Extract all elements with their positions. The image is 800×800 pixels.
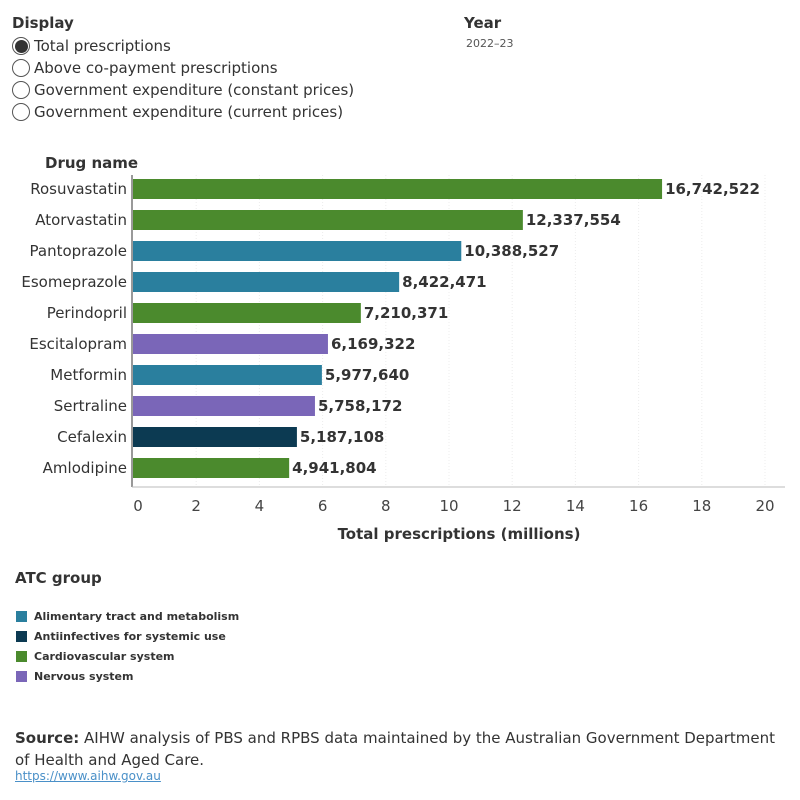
display-title: Display xyxy=(12,14,74,32)
data-label: 8,422,471 xyxy=(402,273,486,291)
bar-chart: Drug name Rosuvastatin 16,742,522 Atorvasta… xyxy=(21,154,785,543)
legend-label: Antiinfectives for systemic use xyxy=(34,629,226,643)
source-text: AIHW analysis of PBS and RPBS data maint… xyxy=(15,729,775,769)
radio-label: Above co-payment prescriptions xyxy=(34,59,278,77)
radio-label: Government expenditure (constant prices) xyxy=(34,81,355,99)
y-axis-header: Drug name xyxy=(45,154,138,172)
category-label: Rosuvastatin xyxy=(30,180,127,198)
bar[interactable] xyxy=(133,365,322,385)
legend-item-cardiovascular[interactable]: Cardiovascular system xyxy=(16,646,239,666)
legend-item-antiinfectives[interactable]: Antiinfectives for systemic use xyxy=(16,626,239,646)
category-label: Metformin xyxy=(50,366,127,384)
bar[interactable] xyxy=(133,427,297,447)
category-label: Perindopril xyxy=(47,304,127,322)
radio-above-co-payment[interactable]: Above co-payment prescriptions xyxy=(12,57,354,79)
x-tick-label: 16 xyxy=(629,497,648,515)
x-tick-label: 12 xyxy=(503,497,522,515)
source-link[interactable]: https://www.aihw.gov.au xyxy=(15,769,161,783)
source-label: Source: xyxy=(15,729,80,747)
legend: Alimentary tract and metabolism Antiinfe… xyxy=(16,606,239,686)
data-label: 5,758,172 xyxy=(318,397,402,415)
legend-swatch xyxy=(16,650,27,662)
data-label: 6,169,322 xyxy=(331,335,415,353)
radio-circle-icon xyxy=(12,37,30,55)
radio-gov-expenditure-current[interactable]: Government expenditure (current prices) xyxy=(12,101,354,123)
data-label: 4,941,804 xyxy=(292,459,376,477)
x-tick-label: 20 xyxy=(755,497,774,515)
x-tick-label: 2 xyxy=(191,497,201,515)
data-label: 10,388,527 xyxy=(464,242,559,260)
x-tick-label: 0 xyxy=(133,497,143,515)
year-value: 2022–23 xyxy=(466,37,514,50)
category-label: Atorvastatin xyxy=(35,211,127,229)
legend-swatch xyxy=(16,670,27,682)
legend-swatch xyxy=(16,630,27,642)
radio-circle-icon xyxy=(12,59,30,77)
legend-label: Nervous system xyxy=(34,669,134,683)
category-label: Esomeprazole xyxy=(21,273,127,291)
data-label: 5,977,640 xyxy=(325,366,409,384)
bar[interactable] xyxy=(133,272,400,292)
data-label: 5,187,108 xyxy=(300,428,384,446)
legend-item-nervous[interactable]: Nervous system xyxy=(16,666,239,686)
x-tick-label: 4 xyxy=(255,497,265,515)
source-note: Source: AIHW analysis of PBS and RPBS da… xyxy=(15,727,790,771)
category-label: Escitalopram xyxy=(29,335,127,353)
legend-swatch xyxy=(16,610,27,622)
bar[interactable] xyxy=(133,334,328,354)
bar[interactable] xyxy=(133,458,290,478)
category-label: Sertraline xyxy=(54,397,127,415)
radio-label: Total prescriptions xyxy=(34,37,171,55)
category-label: Amlodipine xyxy=(43,459,127,477)
x-tick-label: 8 xyxy=(381,497,391,515)
x-tick-label: 6 xyxy=(318,497,328,515)
x-tick-label: 18 xyxy=(692,497,711,515)
bar[interactable] xyxy=(133,396,315,416)
legend-label: Cardiovascular system xyxy=(34,649,175,663)
legend-label: Alimentary tract and metabolism xyxy=(34,609,240,623)
radio-gov-expenditure-constant[interactable]: Government expenditure (constant prices) xyxy=(12,79,354,101)
radio-total-prescriptions[interactable]: Total prescriptions xyxy=(12,35,354,57)
data-label: 7,210,371 xyxy=(364,304,448,322)
legend-item-alimentary[interactable]: Alimentary tract and metabolism xyxy=(16,606,239,626)
x-tick-label: 14 xyxy=(566,497,585,515)
legend-title: ATC group xyxy=(15,569,102,587)
year-title: Year xyxy=(464,14,502,32)
category-label: Pantoprazole xyxy=(30,242,127,260)
bar[interactable] xyxy=(133,179,663,199)
bar[interactable] xyxy=(133,241,462,261)
radio-label: Government expenditure (current prices) xyxy=(34,103,344,121)
data-label: 16,742,522 xyxy=(665,180,760,198)
data-label: 12,337,554 xyxy=(526,211,621,229)
x-axis-title: Total prescriptions (millions) xyxy=(338,525,581,543)
radio-circle-icon xyxy=(12,81,30,99)
display-radio-group: Total prescriptions Above co-payment pre… xyxy=(12,35,354,123)
x-tick-label: 10 xyxy=(439,497,458,515)
radio-circle-icon xyxy=(12,103,30,121)
category-label: Cefalexin xyxy=(57,428,127,446)
bar[interactable] xyxy=(133,303,361,323)
bar[interactable] xyxy=(133,210,523,230)
